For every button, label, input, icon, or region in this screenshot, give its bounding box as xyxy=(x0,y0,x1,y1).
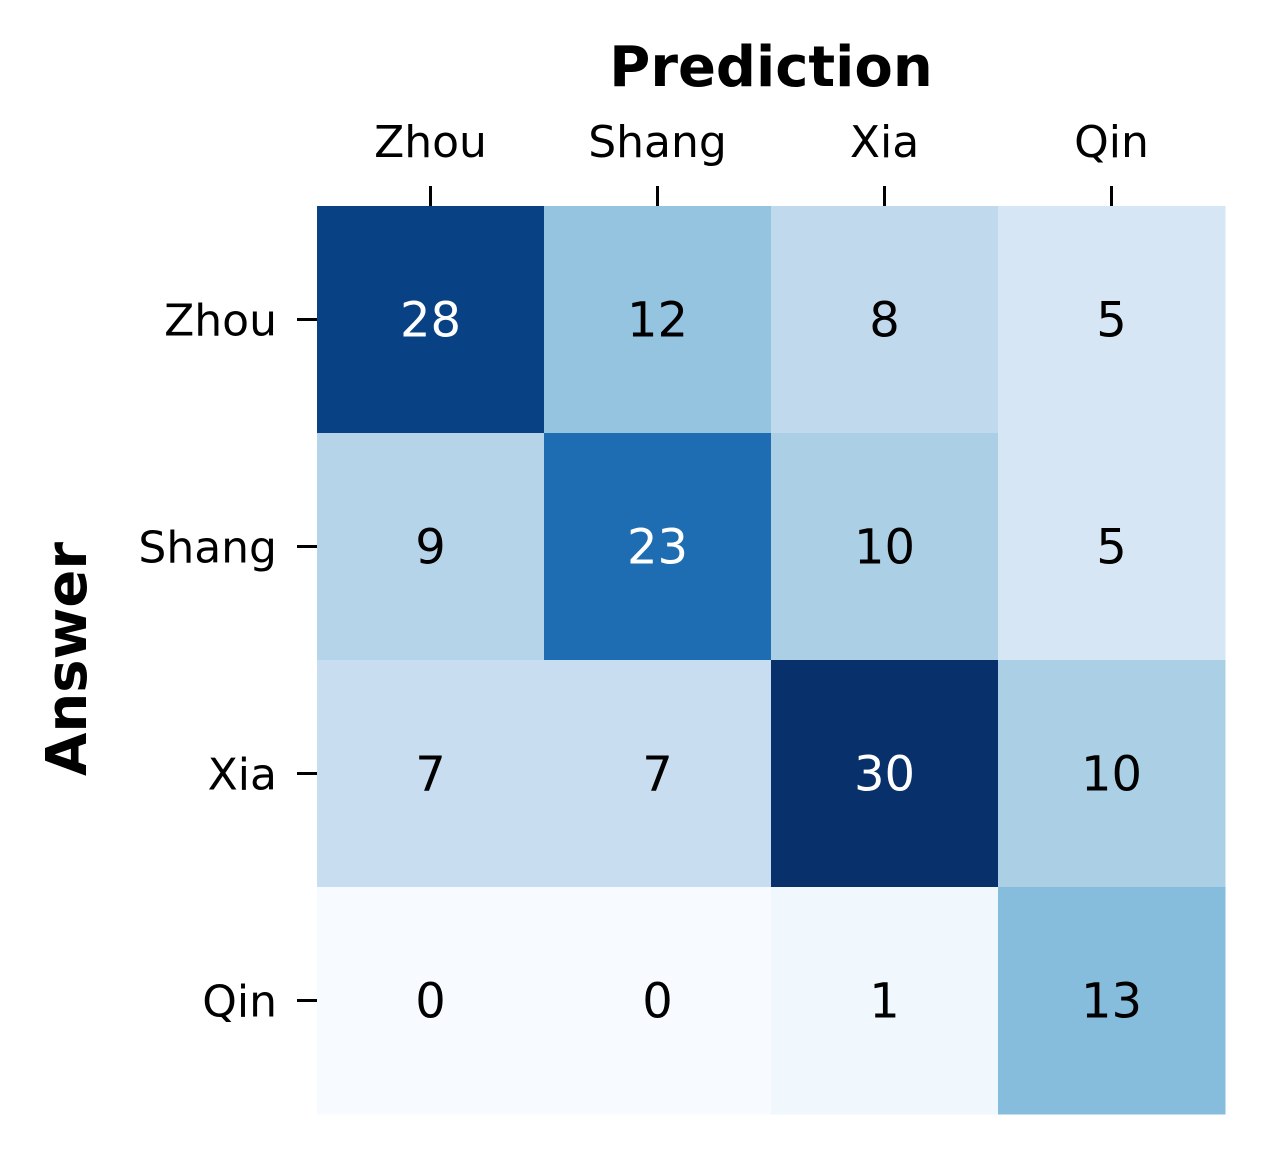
heatmap-cell xyxy=(998,433,1226,661)
heatmap-cell xyxy=(317,660,545,888)
x-axis-title: Prediction xyxy=(609,35,932,100)
y-axis-ticks: Zhou Shang Xia Qin xyxy=(138,296,317,1028)
x-tick-label: Shang xyxy=(588,117,727,168)
x-tick-label: Zhou xyxy=(374,117,487,168)
heatmap-cell xyxy=(317,433,545,661)
y-tick-label: Shang xyxy=(138,523,277,574)
heatmap-cell xyxy=(544,660,772,888)
heatmap-cell xyxy=(544,206,772,434)
heatmap-cell xyxy=(998,660,1226,888)
y-tick-label: Xia xyxy=(208,750,277,801)
cell-value-label: 1 xyxy=(869,974,900,1030)
cell-value-label: 28 xyxy=(400,293,461,349)
heatmap-cell xyxy=(544,887,772,1115)
cell-value-label: 13 xyxy=(1081,974,1142,1030)
heatmap-cell xyxy=(771,887,999,1115)
x-tick-label: Qin xyxy=(1074,117,1149,168)
heatmap-cell xyxy=(998,206,1226,434)
x-axis-ticks: Zhou Shang Xia Qin xyxy=(374,117,1149,206)
cell-value-label: 5 xyxy=(1096,520,1127,576)
cell-value-label: 0 xyxy=(642,974,673,1030)
heatmap-cell xyxy=(771,206,999,434)
cell-value-label: 12 xyxy=(627,293,688,349)
cell-value-label: 10 xyxy=(1081,747,1142,803)
heatmap-cell xyxy=(544,433,772,661)
cell-value-label: 23 xyxy=(627,520,688,576)
cell-value-label: 30 xyxy=(854,747,915,803)
cell-value-label: 0 xyxy=(415,974,446,1030)
x-tick-label: Xia xyxy=(850,117,919,168)
cell-value-label: 8 xyxy=(869,293,900,349)
cell-value-label: 7 xyxy=(642,747,673,803)
heatmap-cell xyxy=(771,433,999,661)
heatmap-cell xyxy=(771,660,999,888)
cell-value-label: 7 xyxy=(415,747,446,803)
heatmap-cell xyxy=(317,206,545,434)
cell-value-label: 9 xyxy=(415,520,446,576)
y-axis-title: Answer xyxy=(35,542,100,776)
heatmap-cell xyxy=(317,887,545,1115)
cell-value-label: 10 xyxy=(854,520,915,576)
y-tick-label: Zhou xyxy=(164,296,277,347)
heatmap-cells: 28 12 8 5 9 23 10 5 7 7 30 10 0 0 1 13 xyxy=(317,206,1226,1115)
cell-value-label: 5 xyxy=(1096,293,1127,349)
y-tick-label: Qin xyxy=(202,977,277,1028)
heatmap-cell xyxy=(998,887,1226,1115)
